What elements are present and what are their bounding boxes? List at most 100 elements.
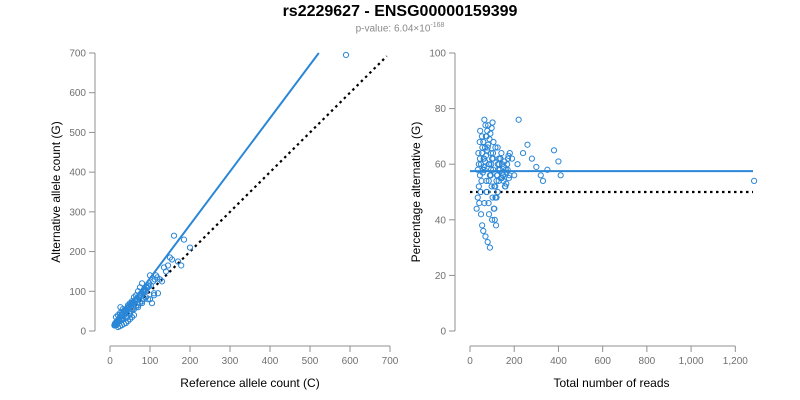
right-data-point bbox=[514, 161, 521, 168]
left-data-point bbox=[138, 300, 146, 307]
right-x-tick-label: 1,200 bbox=[723, 356, 748, 367]
right-x-tick-label: 1,000 bbox=[679, 356, 704, 367]
right-data-point bbox=[473, 205, 480, 212]
right-data-point bbox=[494, 172, 501, 179]
right-data-point bbox=[498, 149, 505, 157]
left-data-point bbox=[150, 290, 158, 297]
left-data-point bbox=[158, 278, 166, 285]
right-y-tick-label: 40 bbox=[435, 215, 447, 226]
right-x-axis-title: Total number of reads bbox=[553, 376, 669, 390]
left-data-point bbox=[154, 290, 162, 297]
right-data-point bbox=[494, 144, 501, 151]
right-y-axis-title: Percentage alternative (G) bbox=[409, 122, 423, 263]
right-data-point bbox=[494, 188, 501, 196]
subtitle-exponent: -168 bbox=[430, 22, 445, 29]
right-data-point bbox=[524, 141, 531, 148]
right-data-point bbox=[476, 200, 483, 207]
right-panel: 0 20 40 60 80 100 0 200 400 600 800 1,000 1,200 Total… bbox=[409, 49, 758, 390]
left-data-point bbox=[124, 304, 131, 312]
right-data-point bbox=[475, 161, 482, 168]
right-data-point bbox=[480, 163, 487, 171]
left-data-point bbox=[178, 262, 185, 269]
right-data-point bbox=[492, 144, 499, 151]
right-data-point bbox=[515, 116, 522, 123]
right-data-point bbox=[475, 183, 482, 190]
right-data-point bbox=[479, 144, 486, 151]
left-data-point bbox=[111, 322, 118, 329]
right-data-point bbox=[477, 211, 485, 218]
right-data-point bbox=[557, 172, 564, 179]
left-data-point bbox=[128, 300, 135, 308]
left-data-point bbox=[186, 244, 194, 251]
left-x-tick-label: 0 bbox=[107, 356, 113, 367]
right-data-point bbox=[485, 177, 492, 184]
right-data-point bbox=[492, 222, 500, 229]
left-data-point bbox=[145, 283, 152, 290]
right-data-point bbox=[488, 183, 495, 190]
right-y-tick-label: 80 bbox=[435, 104, 447, 115]
right-data-point bbox=[505, 152, 512, 159]
left-x-tick-label: 400 bbox=[262, 356, 279, 367]
right-data-point bbox=[477, 188, 484, 196]
left-data-point bbox=[168, 256, 176, 263]
right-x-tick-label: 600 bbox=[594, 356, 611, 367]
right-data-point bbox=[482, 233, 489, 240]
right-data-point bbox=[491, 216, 498, 223]
left-y-axis-title: Alternative allele count (G) bbox=[49, 121, 63, 262]
right-data-point bbox=[533, 163, 540, 171]
left-data-point bbox=[134, 304, 142, 311]
right-data-point bbox=[479, 222, 486, 229]
right-data-point bbox=[486, 244, 493, 251]
right-y-tick-label: 100 bbox=[429, 49, 446, 60]
right-y-tick-label: 20 bbox=[435, 271, 447, 282]
left-data-point bbox=[112, 321, 119, 328]
right-data-point bbox=[474, 166, 481, 173]
right-data-point bbox=[476, 138, 483, 146]
right-data-point bbox=[477, 127, 484, 134]
left-x-tick-label: 600 bbox=[342, 356, 359, 367]
right-data-point bbox=[539, 177, 547, 184]
left-x-tick-label: 700 bbox=[382, 356, 399, 367]
left-y-tick-label: 500 bbox=[69, 128, 86, 139]
right-data-point bbox=[475, 149, 482, 157]
right-data-point bbox=[478, 133, 486, 140]
right-x-tick-label: 0 bbox=[467, 356, 473, 367]
left-y-tick-label: 200 bbox=[69, 247, 86, 258]
left-y-tick-label: 300 bbox=[69, 207, 86, 218]
right-data-point bbox=[490, 138, 497, 146]
right-data-point bbox=[751, 177, 758, 184]
right-data-point bbox=[488, 161, 495, 168]
left-fit-line bbox=[113, 52, 320, 327]
left-data-point bbox=[148, 300, 156, 307]
right-data-point bbox=[519, 149, 527, 157]
right-data-point bbox=[487, 172, 494, 179]
right-data-point bbox=[550, 147, 558, 154]
left-data-point bbox=[112, 314, 120, 321]
chart-title: rs2229627 - ENSG00000159399 bbox=[282, 3, 518, 20]
left-data-point bbox=[174, 258, 182, 265]
left-data-point bbox=[152, 272, 160, 279]
left-x-tick-label: 500 bbox=[302, 356, 319, 367]
left-data-point bbox=[166, 254, 174, 261]
left-x-axis-title: Reference allele count (C) bbox=[180, 376, 319, 390]
left-data-point bbox=[180, 236, 188, 243]
left-y-tick-label: 600 bbox=[69, 88, 86, 99]
right-data-point bbox=[491, 205, 498, 212]
right-data-point bbox=[481, 200, 488, 207]
left-data-point bbox=[170, 232, 178, 239]
left-data-point bbox=[342, 51, 350, 59]
subtitle-prefix: p-value: 6.04×10 bbox=[355, 23, 431, 35]
right-data-point bbox=[485, 200, 492, 207]
right-data-point bbox=[494, 161, 501, 168]
right-data-point bbox=[528, 155, 536, 162]
right-data-point bbox=[483, 188, 490, 196]
left-data-point bbox=[124, 304, 132, 311]
left-x-tick-label: 100 bbox=[142, 356, 159, 367]
left-x-tick-label: 300 bbox=[222, 356, 239, 367]
right-data-point bbox=[503, 169, 510, 176]
right-data-point bbox=[501, 158, 508, 165]
chart-subtitle: p-value: 6.04×10-168 bbox=[0, 22, 800, 34]
right-data-point bbox=[484, 238, 491, 246]
right-data-point bbox=[483, 177, 490, 184]
left-data-point bbox=[144, 285, 151, 292]
